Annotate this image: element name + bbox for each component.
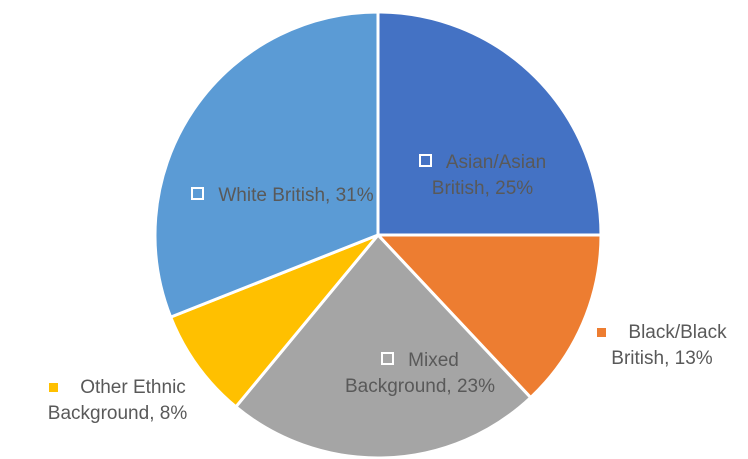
category: Asian/Asian British — [431, 152, 547, 199]
value-label: 13% — [674, 347, 713, 369]
separator: , — [325, 185, 336, 206]
separator: , — [446, 375, 457, 397]
category: Mixed Background — [345, 350, 459, 397]
data-label: Asian/Asian British, 25% — [395, 150, 570, 201]
value-label: 25% — [495, 177, 534, 199]
value-label: 8% — [159, 402, 188, 424]
legend-key — [418, 154, 432, 167]
legend-key — [49, 383, 59, 392]
pie-slice — [153, 10, 380, 320]
legend-key — [191, 187, 205, 200]
pie-slice — [233, 232, 533, 459]
category: White British — [218, 185, 326, 206]
data-label: White British, 31% — [185, 183, 380, 209]
separator: , — [484, 177, 496, 199]
data-label: Black/Black British, 13% — [578, 320, 746, 371]
value-label: 31% — [335, 185, 374, 206]
category: Other Ethnic Background — [47, 377, 186, 424]
legend-key — [381, 352, 395, 365]
pie-slice — [376, 10, 603, 237]
pie-slice — [374, 233, 603, 400]
legend-key — [597, 328, 607, 337]
category: Black/Black British — [611, 322, 727, 369]
separator: , — [149, 402, 160, 424]
pie-slice — [168, 233, 380, 409]
separator: , — [664, 347, 675, 369]
value-label: 23% — [456, 375, 495, 397]
data-label: Other Ethnic Background, 8% — [5, 375, 230, 426]
data-label: Mixed Background, 23% — [345, 348, 495, 399]
